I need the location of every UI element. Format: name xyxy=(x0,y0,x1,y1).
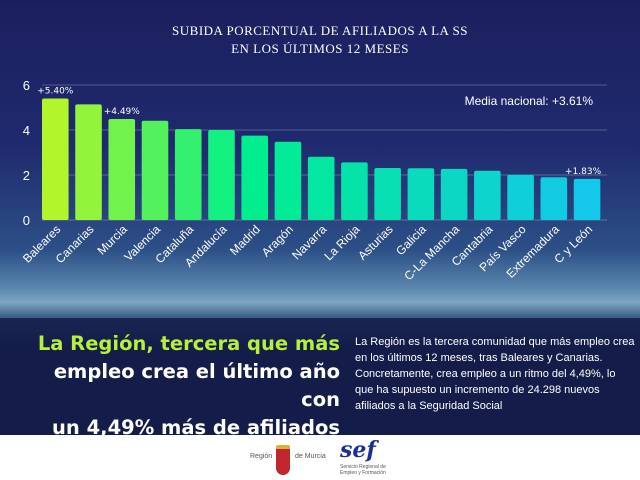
footer: Región de Murcia sef Servicio Regional d… xyxy=(0,435,640,480)
bar xyxy=(573,178,601,220)
x-tick-label: La Rioja xyxy=(321,222,362,263)
x-tick-label: Asturias xyxy=(355,222,396,263)
sef-line-2: Empleo y Formación xyxy=(340,470,386,476)
text-band xyxy=(0,318,640,435)
data-label: +4.49% xyxy=(104,107,141,117)
bar xyxy=(42,98,69,220)
data-label: +1.83% xyxy=(565,167,602,177)
bar xyxy=(274,141,302,220)
chart-title: SUBIDA PORCENTUAL DE AFILIADOS A LA SS E… xyxy=(0,22,640,58)
bar xyxy=(174,129,202,220)
bar xyxy=(507,174,534,220)
sef-logo: sef xyxy=(340,437,376,463)
bar xyxy=(307,156,335,220)
y-tick-label: 0 xyxy=(23,213,30,228)
title-line-2: EN LOS ÚLTIMOS 12 MESES xyxy=(231,41,409,56)
bar xyxy=(474,170,501,220)
headline-line-3: un 4,49% más de afiliados xyxy=(52,416,340,439)
annotation-media-nacional: Media nacional: +3.61% xyxy=(465,94,594,108)
bar xyxy=(341,162,368,220)
sef-line-1: Servicio Regional de xyxy=(340,464,386,470)
bar xyxy=(141,120,169,220)
headline-line-2: empleo crea el último año con xyxy=(53,360,340,411)
y-tick-label: 4 xyxy=(23,123,30,138)
body-text: La Región es la tercera comunidad que má… xyxy=(355,336,635,412)
bar xyxy=(540,177,568,220)
bar xyxy=(75,104,102,220)
logo-region-right: de Murcia xyxy=(295,453,326,460)
bar xyxy=(374,168,401,220)
x-tick-label: Madrid xyxy=(227,222,263,258)
headline: La Región, tercera que más empleo crea e… xyxy=(10,330,340,442)
y-tick-label: 6 xyxy=(23,78,30,93)
bar xyxy=(440,168,468,220)
bar xyxy=(241,135,268,220)
title-line-1: SUBIDA PORCENTUAL DE AFILIADOS A LA SS xyxy=(172,23,468,38)
data-label: +5.40% xyxy=(37,87,74,97)
bar xyxy=(407,168,435,220)
bar xyxy=(208,130,235,220)
bar xyxy=(108,118,136,220)
y-tick-label: 2 xyxy=(23,168,30,183)
headline-highlight: La Región, tercera que más xyxy=(37,332,340,355)
coat-of-arms-icon xyxy=(276,445,290,475)
logo-region-left: Región xyxy=(250,453,273,460)
